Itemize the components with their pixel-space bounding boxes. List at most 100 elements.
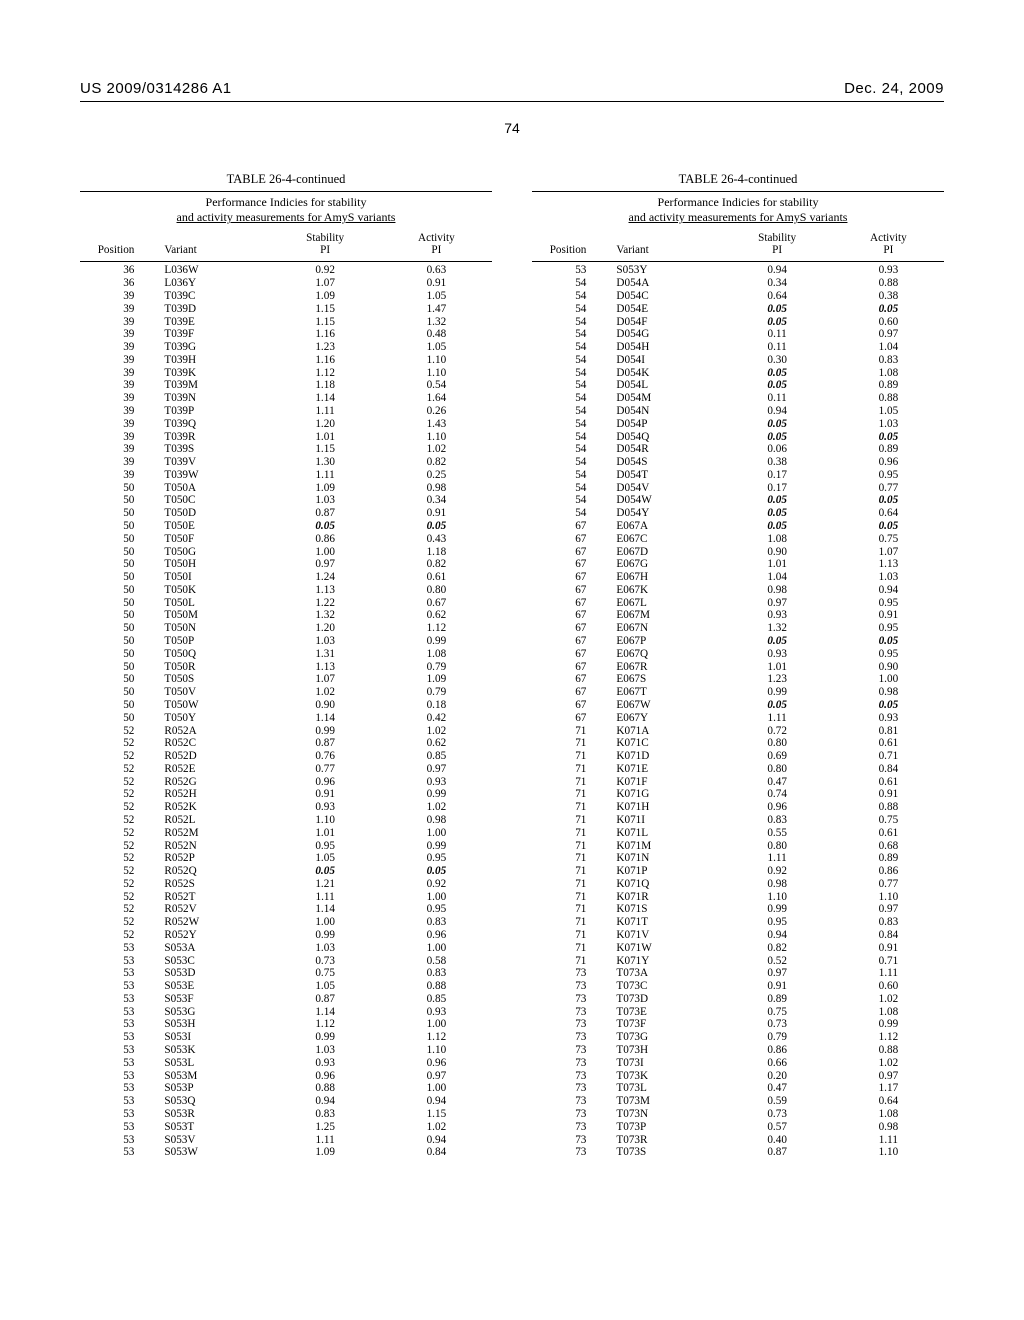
cell-position: 50 (80, 494, 162, 507)
cell-stability: 0.77 (270, 762, 381, 775)
cell-variant: R052V (162, 903, 269, 916)
cell-variant: R052K (162, 801, 269, 814)
cell-stability: 1.21 (270, 878, 381, 891)
table-row: 52R052P1.050.95 (80, 852, 492, 865)
cell-stability: 0.05 (722, 379, 833, 392)
cell-activity: 0.97 (833, 1069, 944, 1082)
cell-stability: 0.34 (722, 277, 833, 290)
cell-activity: 1.10 (381, 1044, 492, 1057)
cell-variant: S053P (162, 1082, 269, 1095)
cell-position: 50 (80, 711, 162, 724)
cell-variant: S053C (162, 954, 269, 967)
table-row: 50T050Q1.311.08 (80, 647, 492, 660)
cell-activity: 0.99 (381, 635, 492, 648)
cell-variant: S053A (162, 941, 269, 954)
cell-stability: 1.23 (270, 341, 381, 354)
cell-position: 52 (80, 865, 162, 878)
cell-activity: 0.26 (381, 405, 492, 418)
th-stability: Stability PI (270, 231, 381, 259)
table-row: 73T073G0.791.12 (532, 1031, 944, 1044)
cell-position: 39 (80, 392, 162, 405)
cell-position: 73 (532, 993, 614, 1006)
cell-stability: 0.80 (722, 762, 833, 775)
table-row: 52R052D0.760.85 (80, 750, 492, 763)
cell-position: 71 (532, 737, 614, 750)
cell-variant: T073C (614, 980, 721, 993)
cell-stability: 1.25 (270, 1120, 381, 1133)
cell-position: 50 (80, 673, 162, 686)
table-row: 67E067T0.990.98 (532, 686, 944, 699)
cell-activity: 0.54 (381, 379, 492, 392)
table-row: 73T073K0.200.97 (532, 1069, 944, 1082)
cell-stability: 0.73 (722, 1108, 833, 1121)
cell-position: 39 (80, 366, 162, 379)
cell-variant: T073F (614, 1018, 721, 1031)
cell-stability: 0.57 (722, 1120, 833, 1133)
cell-activity: 1.12 (833, 1031, 944, 1044)
caption-line2: and activity measurements for AmyS varia… (177, 210, 396, 224)
table-caption-right: Performance Indicies for stability and a… (532, 195, 944, 225)
cell-stability: 0.97 (270, 558, 381, 571)
cell-position: 67 (532, 673, 614, 686)
cell-activity: 0.61 (381, 571, 492, 584)
table-row: 67E067M0.930.91 (532, 609, 944, 622)
cell-activity: 0.05 (833, 430, 944, 443)
cell-position: 52 (80, 737, 162, 750)
cell-stability: 0.97 (722, 967, 833, 980)
cell-activity: 0.83 (381, 916, 492, 929)
cell-position: 54 (532, 277, 614, 290)
cell-stability: 1.01 (722, 558, 833, 571)
cell-position: 52 (80, 814, 162, 827)
cell-activity: 0.77 (833, 481, 944, 494)
cell-activity: 0.64 (833, 1095, 944, 1108)
cell-variant: D054P (614, 417, 721, 430)
cell-stability: 0.93 (722, 647, 833, 660)
table-row: 50T050I1.240.61 (80, 571, 492, 584)
cell-variant: R052P (162, 852, 269, 865)
table-row: 53S053C0.730.58 (80, 954, 492, 967)
cell-position: 39 (80, 341, 162, 354)
table-row: 53S053T1.251.02 (80, 1120, 492, 1133)
th-position: Position (532, 231, 614, 259)
table-title-right: TABLE 26-4-continued (532, 172, 944, 187)
cell-stability: 0.05 (722, 520, 833, 533)
cell-activity: 1.17 (833, 1082, 944, 1095)
cell-stability: 0.05 (722, 699, 833, 712)
cell-activity: 1.05 (381, 341, 492, 354)
cell-position: 39 (80, 379, 162, 392)
cell-variant: K071Q (614, 878, 721, 891)
cell-position: 52 (80, 903, 162, 916)
cell-stability: 1.11 (270, 1133, 381, 1146)
cell-activity: 0.95 (833, 596, 944, 609)
table-row: 53S053A1.031.00 (80, 941, 492, 954)
cell-stability: 0.96 (722, 801, 833, 814)
cell-variant: T073S (614, 1146, 721, 1159)
cell-activity: 1.12 (381, 622, 492, 635)
cell-variant: T050G (162, 545, 269, 558)
cell-activity: 0.42 (381, 711, 492, 724)
table-row: 39T039W1.110.25 (80, 469, 492, 482)
cell-variant: E067M (614, 609, 721, 622)
cell-variant: R052E (162, 762, 269, 775)
table-row: 53S053Q0.940.94 (80, 1095, 492, 1108)
cell-variant: E067P (614, 635, 721, 648)
cell-position: 73 (532, 1044, 614, 1057)
cell-activity: 0.94 (833, 584, 944, 597)
cell-position: 50 (80, 507, 162, 520)
cell-position: 53 (80, 1082, 162, 1095)
table-row: 71K071H0.960.88 (532, 801, 944, 814)
cell-variant: T073D (614, 993, 721, 1006)
cell-variant: E067Q (614, 647, 721, 660)
cell-variant: T073N (614, 1108, 721, 1121)
cell-stability: 0.90 (270, 699, 381, 712)
cell-variant: D054I (614, 353, 721, 366)
cell-variant: T039F (162, 328, 269, 341)
cell-position: 54 (532, 379, 614, 392)
cell-stability: 1.05 (270, 980, 381, 993)
cell-position: 39 (80, 315, 162, 328)
cell-stability: 0.05 (722, 494, 833, 507)
table-row: 67E067R1.010.90 (532, 660, 944, 673)
cell-activity: 1.02 (833, 993, 944, 1006)
cell-stability: 1.00 (270, 916, 381, 929)
cell-variant: D054E (614, 302, 721, 315)
